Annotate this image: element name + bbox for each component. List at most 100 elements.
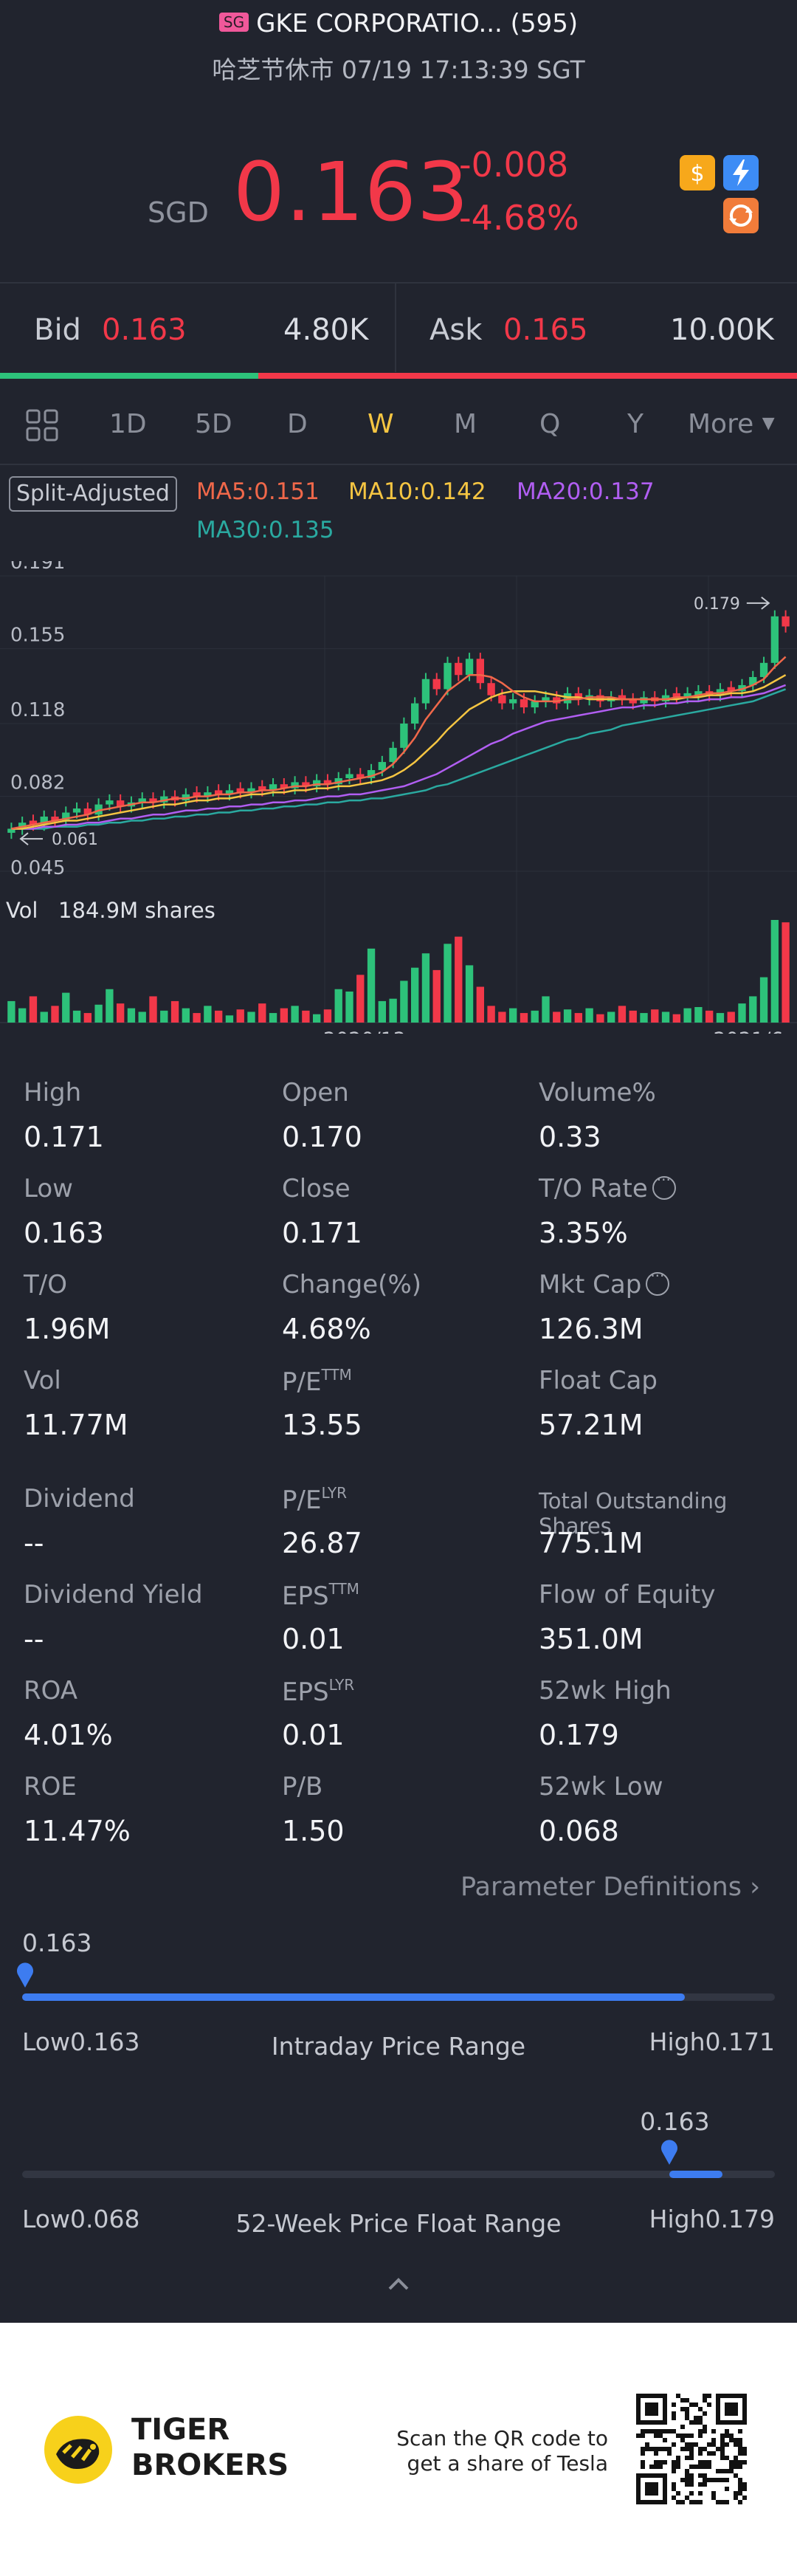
volume-bar: [508, 1008, 517, 1023]
stat-label[interactable]: T/O Rate: [539, 1171, 676, 1203]
qr-module: [680, 2478, 685, 2482]
stat-label-text: Volume%: [539, 1078, 656, 1107]
qr-module: [649, 2465, 654, 2469]
volume-bar: [727, 1011, 735, 1023]
volume-bar: [694, 1006, 703, 1023]
candle: [520, 699, 528, 708]
qr-module: [711, 2491, 716, 2496]
qr-module: [663, 2460, 667, 2465]
exchange-icon[interactable]: [723, 198, 759, 233]
qr-module: [672, 2487, 676, 2491]
volume-bar: [7, 1000, 15, 1023]
tab-5d[interactable]: 5D: [195, 409, 232, 439]
qr-module: [707, 2402, 711, 2407]
volume-bar: [683, 1008, 691, 1023]
tab-1d[interactable]: 1D: [109, 409, 147, 439]
qr-module: [720, 2442, 725, 2447]
volume-bar: [18, 1008, 27, 1023]
stat-label: EPSTTM: [282, 1580, 359, 1611]
stat-label-text: Close: [282, 1174, 351, 1203]
52-week-range-fill: [669, 2171, 722, 2178]
qr-module: [672, 2402, 676, 2407]
qr-module: [703, 2482, 707, 2487]
volume-bar: [782, 922, 790, 1023]
stat-label: Flow of Equity: [539, 1580, 716, 1610]
volume-bar: [553, 1011, 561, 1023]
volume-bar: [585, 1008, 593, 1023]
candle: [356, 774, 365, 778]
candlestick-chart[interactable]: 0.191 0.155 0.118 0.082 0.045 0.179 0.061 2020/…: [0, 561, 797, 1034]
candle: [378, 762, 387, 771]
candle: [455, 662, 463, 676]
qr-module: [672, 2469, 676, 2473]
volume-bar: [236, 1009, 244, 1023]
volume-bar: [302, 1010, 310, 1023]
stat-label[interactable]: Mkt Cap: [539, 1267, 670, 1299]
qr-module: [685, 2398, 689, 2402]
volume-bar: [563, 1009, 572, 1023]
candle: [694, 691, 703, 695]
qr-module: [703, 2429, 707, 2434]
tab-q[interactable]: Q: [539, 409, 561, 439]
tab-w[interactable]: W: [368, 409, 394, 439]
qr-module: [672, 2442, 676, 2447]
candle: [596, 695, 604, 701]
stat-label: Total Outstanding Shares: [539, 1488, 797, 1539]
low-marker-label: 0.061: [52, 831, 98, 849]
qr-module: [698, 2500, 703, 2504]
stat-label-text: Vol: [24, 1366, 61, 1395]
qr-module: [725, 2434, 729, 2438]
candle: [782, 616, 790, 627]
price-tick-label: 0.155: [10, 625, 65, 647]
qr-module: [703, 2398, 707, 2402]
qr-module: [689, 2478, 694, 2482]
more-info-icon[interactable]: [652, 1171, 676, 1200]
qr-module: [672, 2465, 676, 2469]
volume-bar: [345, 991, 353, 1023]
qr-module: [742, 2460, 747, 2465]
chart-layout-icon[interactable]: [25, 408, 59, 445]
qr-module: [707, 2460, 711, 2465]
stock-title-row[interactable]: SG GKE CORPORATIO... (595): [0, 9, 797, 38]
more-info-icon[interactable]: [646, 1267, 670, 1296]
tab-more[interactable]: More ▼: [688, 409, 775, 439]
tab-y[interactable]: Y: [627, 409, 644, 439]
volume-bar: [661, 1011, 670, 1023]
qr-module: [658, 2465, 663, 2469]
tab-m[interactable]: M: [454, 409, 477, 439]
qr-module: [663, 2447, 667, 2451]
dollar-icon[interactable]: $: [680, 155, 715, 190]
qr-module: [680, 2500, 685, 2504]
qr-module: [698, 2465, 703, 2469]
qr-module: [685, 2478, 689, 2482]
marker-pin-icon: [660, 2140, 679, 2169]
qr-module: [667, 2429, 672, 2434]
stat-label: Change(%): [282, 1270, 421, 1299]
stat-label: Dividend: [24, 1484, 135, 1514]
qr-module: [676, 2456, 680, 2460]
qr-module: [738, 2487, 742, 2491]
stat-label-text: Change(%): [282, 1270, 422, 1299]
qr-module: [654, 2447, 658, 2451]
stat-label-text: EPS: [282, 1677, 329, 1707]
svg-text:$: $: [690, 161, 704, 187]
qr-module: [685, 2469, 689, 2473]
stat-label-superscript: LYR: [321, 1484, 348, 1502]
stat-label-text: Dividend: [24, 1484, 135, 1514]
stat-value: 26.87: [282, 1527, 362, 1559]
qr-module: [734, 2438, 738, 2442]
market-status: 哈芝节休市 07/19 17:13:39 SGT: [212, 55, 585, 84]
tab-d[interactable]: D: [287, 409, 308, 439]
qr-module: [738, 2451, 742, 2456]
chevron-up-icon[interactable]: [384, 2273, 413, 2298]
qr-module: [703, 2473, 707, 2478]
volume-bar: [291, 1006, 299, 1023]
stat-label-text: Dividend Yield: [24, 1580, 203, 1610]
lightning-icon[interactable]: [723, 155, 759, 190]
qr-module: [649, 2447, 654, 2451]
split-adjusted-toggle[interactable]: Split-Adjusted: [9, 476, 177, 512]
market-badge: SG: [218, 13, 249, 32]
qr-module: [720, 2434, 725, 2438]
stat-value: 13.55: [282, 1409, 362, 1441]
parameter-definitions-link[interactable]: Parameter Definitions ›: [460, 1872, 760, 1902]
